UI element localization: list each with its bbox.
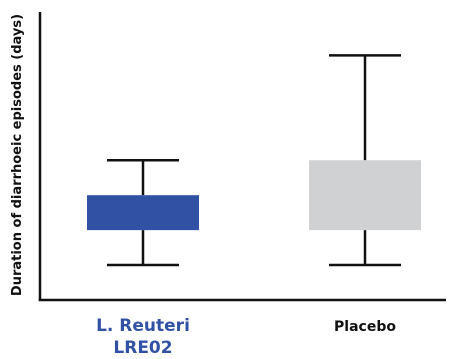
- x-tick-label: L. Reuteri LRE02: [96, 316, 190, 358]
- box-2: [309, 160, 421, 231]
- box-1: [87, 195, 199, 231]
- x-tick-label: Placebo: [334, 319, 396, 335]
- plot-area: L. Reuteri LRE02 Placebo: [87, 54, 421, 358]
- y-axis-label: Duration of diarrhoeic episodes (days): [10, 14, 25, 296]
